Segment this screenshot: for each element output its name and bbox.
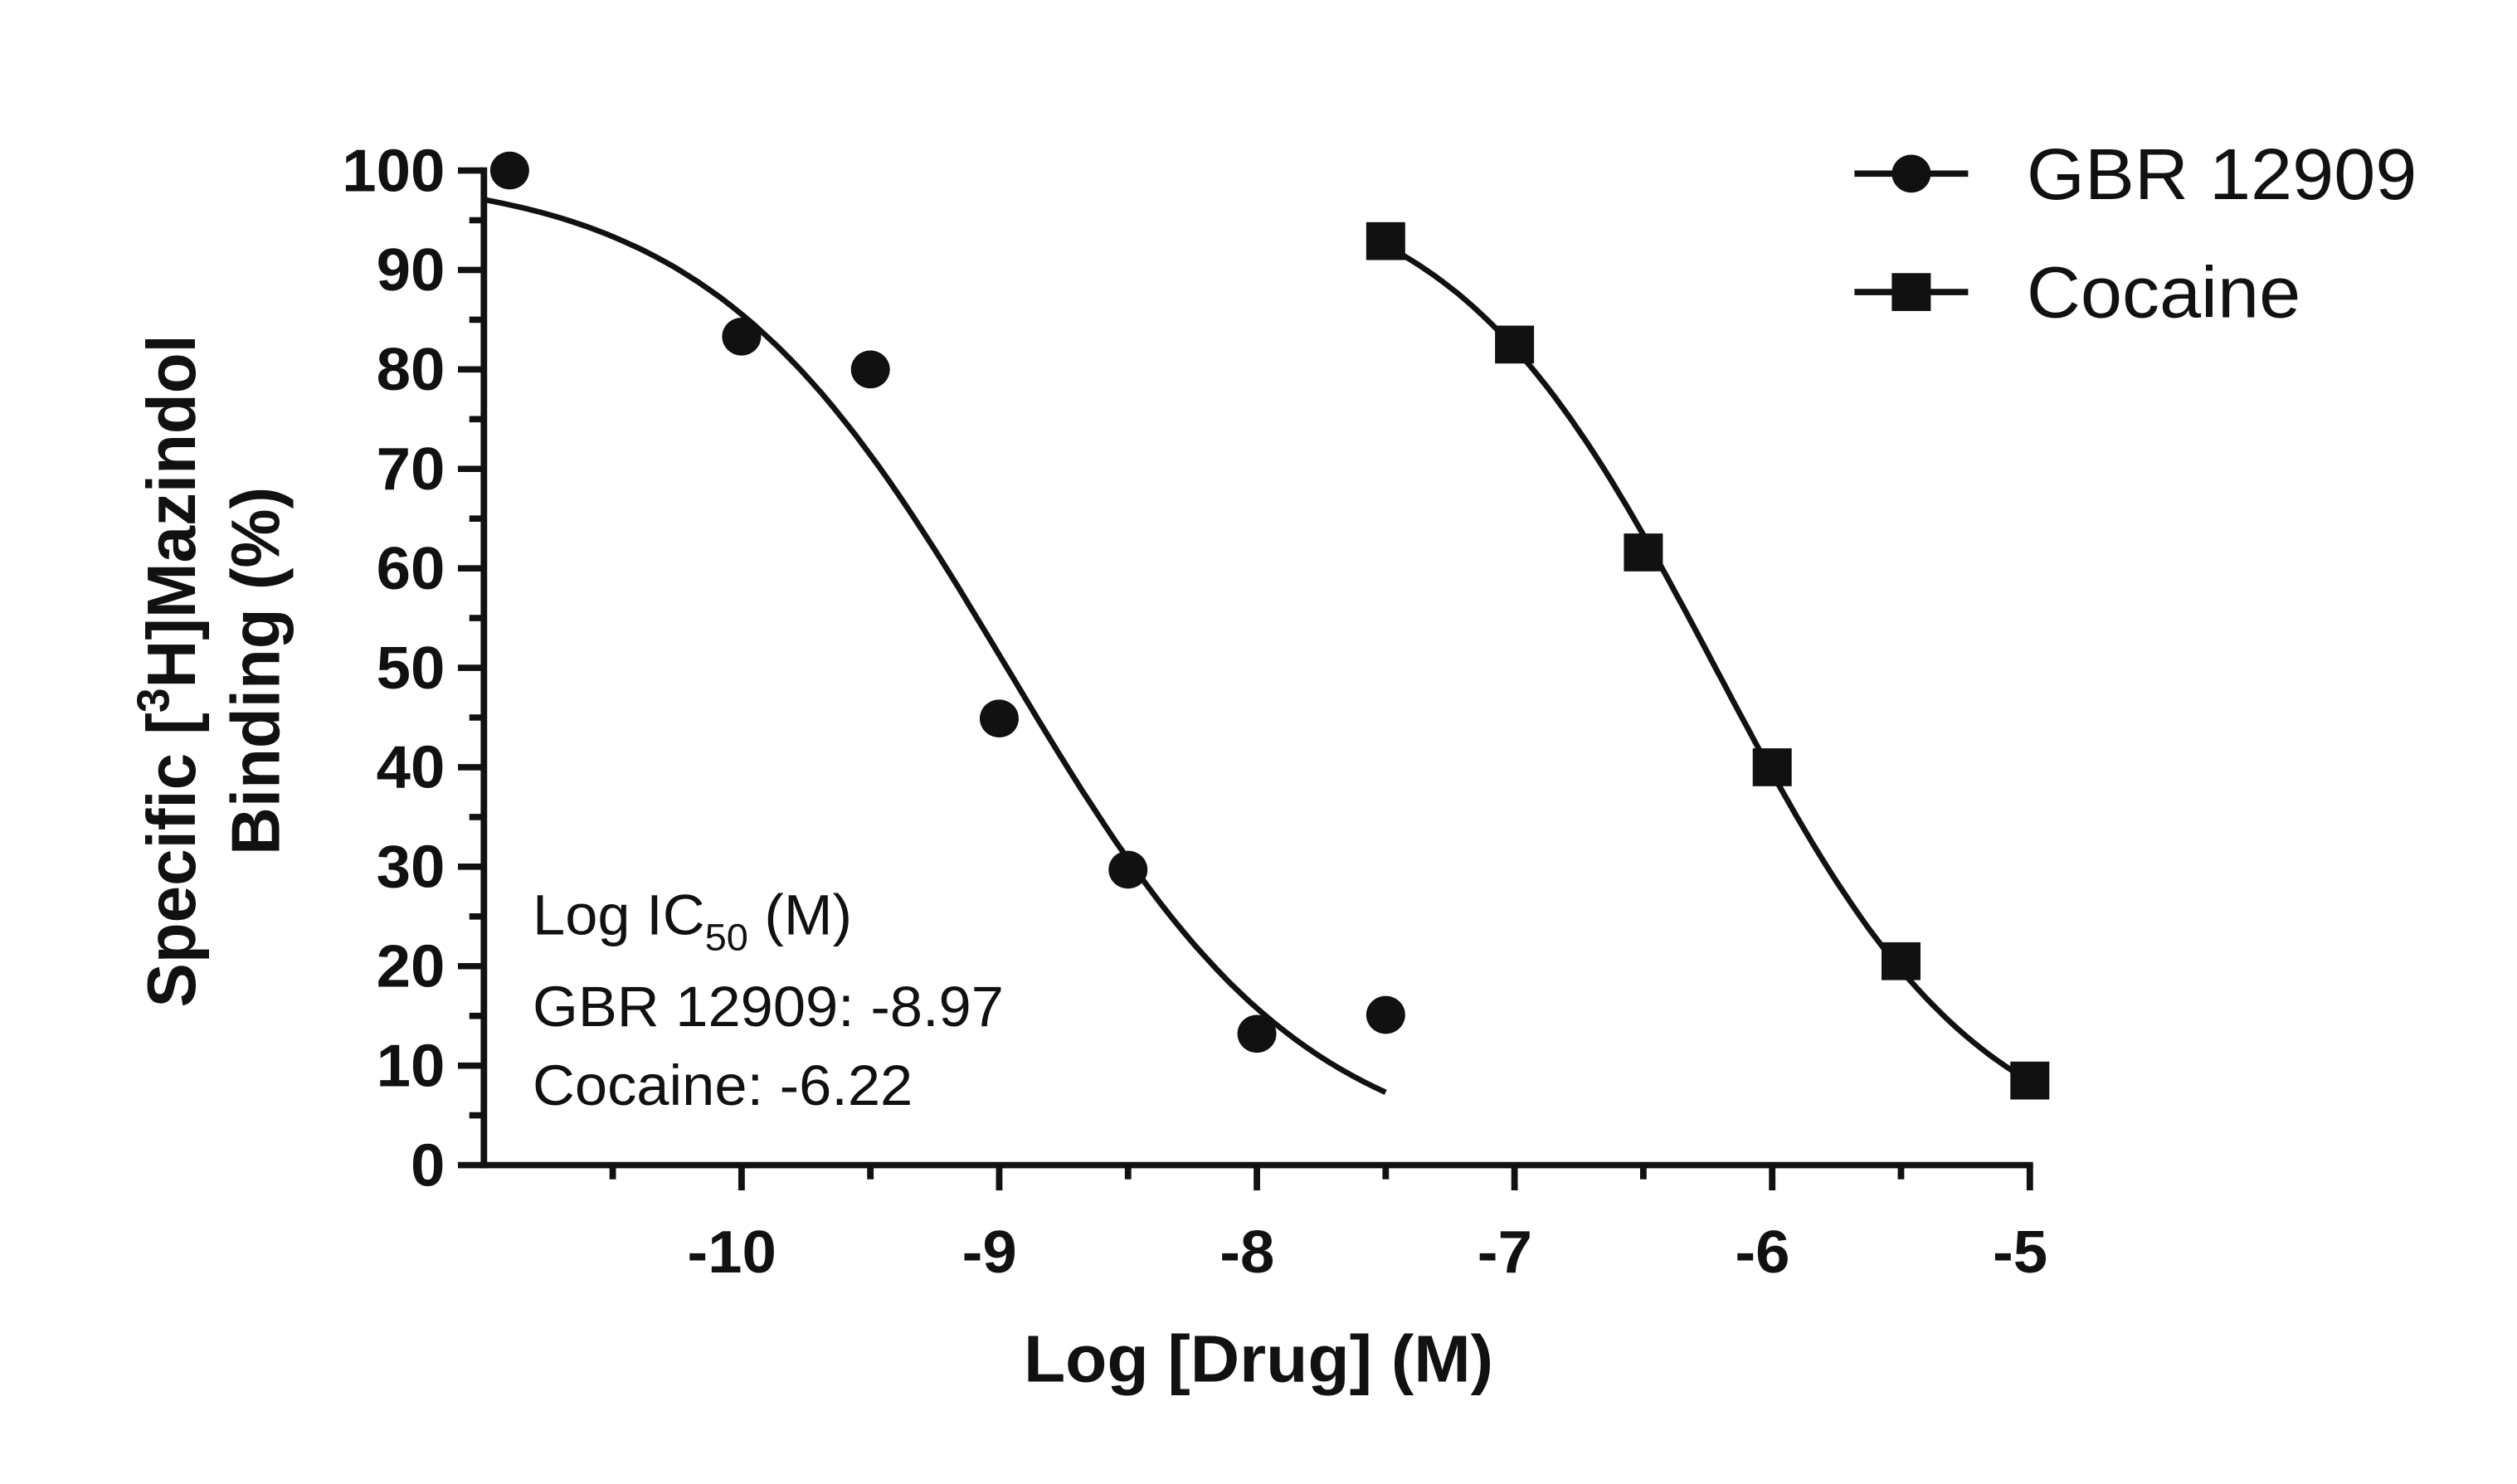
- marker-square: [1752, 748, 1792, 786]
- marker-square: [1366, 221, 1405, 260]
- marker-circle: [1237, 1014, 1277, 1053]
- annotation-subscript: 50: [705, 916, 748, 958]
- marker-square: [1891, 273, 1931, 311]
- legend-label: Cocaine: [2027, 252, 2300, 333]
- marker-square: [2010, 1061, 2050, 1100]
- legend-label: GBR 12909: [2027, 134, 2417, 215]
- y-axis-title-group: Specific [3H]Mazindol Binding (%): [129, 334, 295, 1007]
- x-axis-title: Log [Drug] (M): [1024, 1322, 1493, 1396]
- x-tick-label: -10: [687, 1219, 776, 1286]
- y-tick-label: 80: [377, 336, 445, 403]
- marker-circle: [979, 699, 1019, 738]
- marker-circle: [722, 317, 762, 356]
- y-tick-label: 10: [377, 1032, 445, 1099]
- annotation-part: (M): [748, 883, 852, 947]
- x-tick-label: -5: [1993, 1219, 2047, 1286]
- marker-square: [1495, 325, 1535, 364]
- y-axis-title-part: Specific [: [134, 713, 210, 1007]
- y-axis-title-part: H]Mazindol: [134, 334, 210, 688]
- y-tick-label: 70: [377, 435, 445, 503]
- y-tick-label: 20: [377, 932, 445, 1000]
- marker-circle: [1108, 850, 1148, 889]
- y-tick-label: 100: [342, 137, 445, 204]
- annotation-line: Cocaine: -6.22: [533, 1053, 913, 1117]
- marker-square: [1881, 941, 1921, 980]
- marker-circle: [489, 151, 529, 190]
- y-tick-label: 0: [411, 1131, 445, 1199]
- annotation-line: GBR 12909: -8.97: [533, 975, 1004, 1039]
- x-tick-label: -7: [1478, 1219, 1532, 1286]
- annotation-title: Log IC50 (M): [533, 883, 852, 959]
- y-axis-title-line2: Binding (%): [219, 487, 295, 855]
- marker-square: [1624, 533, 1663, 572]
- fit-curve: [1384, 243, 2032, 1084]
- y-tick-label: 50: [377, 635, 445, 702]
- marker-circle: [850, 350, 890, 389]
- y-axis-title: Specific [3H]Mazindol: [129, 334, 210, 1007]
- y-tick-label: 40: [377, 734, 445, 801]
- y-tick-label: 90: [377, 236, 445, 304]
- x-tick-label: -6: [1735, 1219, 1789, 1286]
- y-axis-title-superscript: 3: [129, 688, 179, 713]
- marker-circle: [1366, 995, 1405, 1034]
- annotation-part: Log IC: [533, 883, 705, 947]
- x-tick-label: -9: [962, 1219, 1017, 1286]
- y-tick-label: 30: [377, 834, 445, 901]
- y-tick-label: 60: [377, 535, 445, 602]
- fit-curve: [483, 197, 1387, 1095]
- x-tick-label: -8: [1220, 1219, 1274, 1286]
- marker-circle: [1891, 154, 1931, 193]
